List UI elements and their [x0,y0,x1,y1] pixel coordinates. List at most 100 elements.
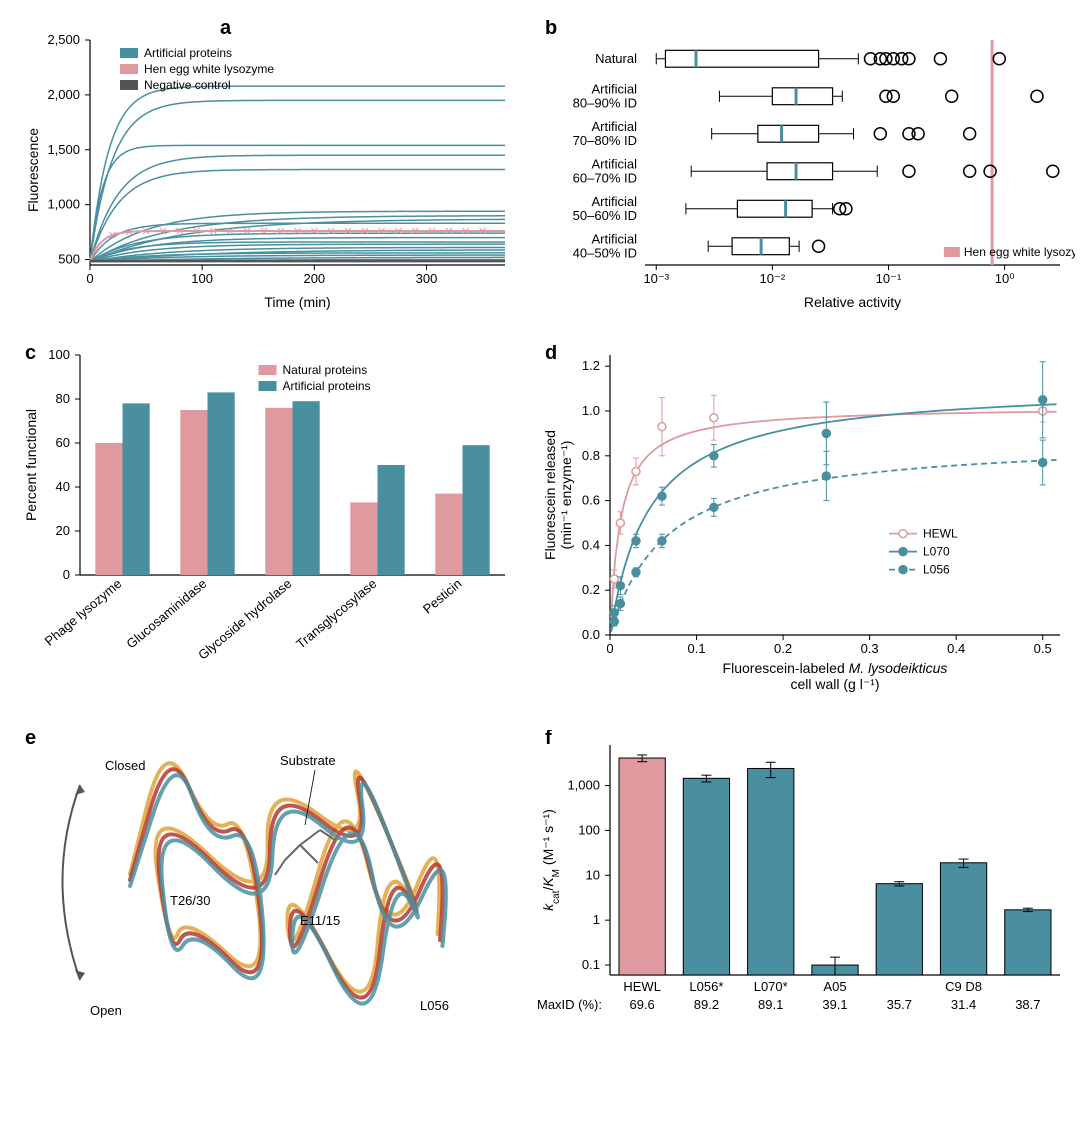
svg-text:40–50% ID: 40–50% ID [573,245,637,260]
panel-a: 0 100 200 300 500 1,000 1,500 2,000 2,500 Time (m… [20,20,520,320]
svg-text:Closed: Closed [105,758,145,773]
svg-text:e: e [25,730,36,749]
panel-c: 0 20 40 60 80 100 Phage lysozymeGlucosaminidas… [20,345,520,705]
svg-text:C9 D8: C9 D8 [945,979,982,994]
svg-text:1,500: 1,500 [47,142,80,157]
svg-text:Time (min): Time (min) [264,294,330,310]
panel-e: e Closed Open Substrate T26/30 E11/15 L056 [20,730,520,1030]
panel-d: 0 0.1 0.2 0.3 0.4 0.5 0.0 0.2 0.4 0.6 0.8 1.0 1.2 Flu… [535,345,1075,705]
svg-text:L056: L056 [420,998,449,1013]
svg-text:Fluorescence: Fluorescence [25,128,41,212]
svg-text:10⁰: 10⁰ [995,271,1015,286]
svg-text:L070*: L070* [754,979,788,994]
svg-text:HEWL: HEWL [623,979,661,994]
svg-text:10⁻³: 10⁻³ [643,271,669,286]
svg-text:40: 40 [56,479,70,494]
svg-text:31.4: 31.4 [951,997,976,1012]
svg-text:Percent functional: Percent functional [23,409,39,521]
panel-f: 0.1 1 10 100 1,000 HEWL 69.6 L056* 89.2 L070* 89.1… [535,730,1075,1030]
svg-text:69.6: 69.6 [629,997,654,1012]
svg-text:Fluorescein released(min⁻¹ enz: Fluorescein released(min⁻¹ enzyme⁻¹) [542,430,574,560]
svg-text:d: d [545,345,557,364]
svg-text:HEWL: HEWL [923,527,958,541]
svg-text:Phage lysozyme: Phage lysozyme [42,576,125,649]
svg-text:0.6: 0.6 [582,493,600,508]
svg-text:80–90% ID: 80–90% ID [573,95,637,110]
svg-text:MaxID (%):: MaxID (%): [537,997,602,1012]
svg-text:Artificial: Artificial [591,156,637,171]
figure-grid: 01002003005001,0001,5002,0002,500Time (m… [20,20,1060,1030]
svg-text:Natural: Natural [595,51,637,66]
svg-text:60–70% ID: 60–70% ID [573,170,637,185]
svg-text:0: 0 [63,567,70,582]
svg-text:Substrate: Substrate [280,753,336,768]
panel-b: 10⁻³ 10⁻² 10⁻¹ 10⁰ Relative activity Natural A… [535,20,1075,320]
svg-text:10⁻¹: 10⁻¹ [876,271,902,286]
svg-text:Pesticin: Pesticin [420,576,465,617]
svg-text:100: 100 [191,271,213,286]
svg-text:2,000: 2,000 [47,87,80,102]
svg-text:f: f [545,730,552,749]
svg-text:0.2: 0.2 [582,582,600,597]
svg-text:500: 500 [58,252,80,267]
svg-text:Negative control: Negative control [144,78,231,92]
svg-text:20: 20 [56,523,70,538]
svg-text:kcat/KM (M⁻¹ s⁻¹): kcat/KM (M⁻¹ s⁻¹) [540,809,562,911]
svg-text:Hen egg white lysozyme: Hen egg white lysozyme [144,62,274,76]
svg-text:100: 100 [48,347,70,362]
svg-text:0: 0 [86,271,93,286]
svg-text:Artificial proteins: Artificial proteins [144,46,232,60]
svg-text:38.7: 38.7 [1015,997,1040,1012]
svg-text:Glucosaminidase: Glucosaminidase [123,576,209,652]
svg-text:200: 200 [303,271,325,286]
svg-text:10⁻²: 10⁻² [760,271,786,286]
svg-text:80: 80 [56,391,70,406]
svg-text:39.1: 39.1 [822,997,847,1012]
svg-text:Glycoside hydrolase: Glycoside hydrolase [195,576,294,663]
svg-text:0.5: 0.5 [1034,641,1052,656]
svg-text:Natural proteins: Natural proteins [283,363,368,377]
svg-text:a: a [220,20,232,39]
svg-text:1.0: 1.0 [582,403,600,418]
svg-text:1,000: 1,000 [567,778,600,793]
svg-text:0.8: 0.8 [582,448,600,463]
svg-text:10: 10 [586,867,600,882]
svg-text:c: c [25,345,36,364]
svg-text:L056*: L056* [689,979,723,994]
svg-text:0.2: 0.2 [774,641,792,656]
svg-text:Artificial: Artificial [591,119,637,134]
svg-text:0.4: 0.4 [582,537,600,552]
svg-text:Hen egg white lysozyme: Hen egg white lysozyme [964,245,1075,259]
svg-text:100: 100 [578,822,600,837]
svg-text:Artificial: Artificial [591,231,637,246]
svg-text:0.1: 0.1 [582,957,600,972]
svg-text:1: 1 [593,912,600,927]
svg-text:0: 0 [606,641,613,656]
svg-text:Transglycosylase: Transglycosylase [293,576,379,652]
svg-text:A05: A05 [823,979,846,994]
svg-text:89.1: 89.1 [758,997,783,1012]
svg-text:T26/30: T26/30 [170,893,210,908]
svg-text:L070: L070 [923,545,950,559]
svg-text:Artificial: Artificial [591,81,637,96]
svg-text:0.4: 0.4 [947,641,965,656]
svg-text:E11/15: E11/15 [300,913,340,928]
svg-text:L056: L056 [923,563,950,577]
svg-text:Fluorescein-labeled M. lysodei: Fluorescein-labeled M. lysodeikticuscell… [723,660,948,692]
svg-text:2,500: 2,500 [47,32,80,47]
svg-text:0.1: 0.1 [687,641,705,656]
svg-text:1.2: 1.2 [582,358,600,373]
svg-text:60: 60 [56,435,70,450]
svg-text:0.3: 0.3 [861,641,879,656]
svg-text:Artificial proteins: Artificial proteins [283,379,371,393]
svg-text:Relative activity: Relative activity [804,294,901,310]
svg-text:Open: Open [90,1003,122,1018]
svg-text:1,000: 1,000 [47,197,80,212]
svg-text:35.7: 35.7 [887,997,912,1012]
svg-text:300: 300 [416,271,438,286]
svg-text:70–80% ID: 70–80% ID [573,133,637,148]
svg-text:89.2: 89.2 [694,997,719,1012]
svg-text:b: b [545,20,557,39]
svg-text:0.0: 0.0 [582,627,600,642]
svg-text:50–60% ID: 50–60% ID [573,208,637,223]
